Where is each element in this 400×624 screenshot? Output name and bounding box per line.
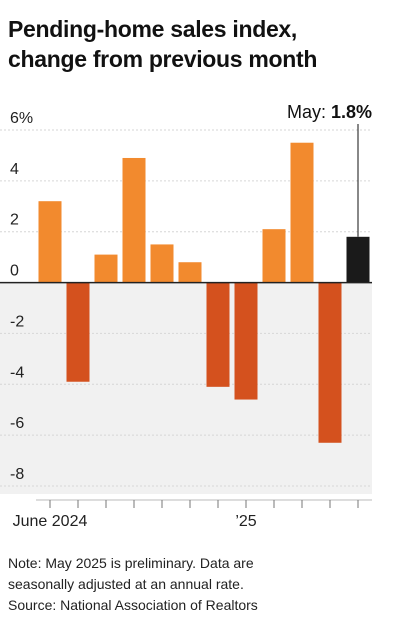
source-line: Source: National Association of Realtors — [8, 597, 258, 613]
bar-nov-2024 — [178, 262, 202, 283]
chart-title: Pending-home sales index, change from pr… — [8, 14, 388, 74]
title-line-2: change from previous month — [8, 46, 318, 72]
bar-sep-2024 — [122, 157, 146, 283]
bar-chart: 6% 4 2 0 -2 -4 -6 -8 June 2024 ’25 May: 1.8% — [0, 102, 372, 530]
note-line-2: seasonally adjusted at an annual rate. — [8, 576, 244, 592]
y-tick-label: -6 — [10, 415, 24, 432]
bar-jun-2024 — [38, 201, 62, 283]
y-tick-label: 6% — [10, 110, 33, 127]
annotation-prefix: May: — [287, 102, 331, 122]
bar-mar-2025 — [290, 142, 314, 283]
chart-note: Note: May 2025 is preliminary. Data are … — [8, 553, 392, 616]
bar-jan-2025 — [234, 282, 258, 400]
x-tick-label: June 2024 — [13, 513, 88, 530]
bar-aug-2024 — [94, 254, 118, 283]
bar-apr-2025 — [318, 282, 342, 443]
y-tick-label: -4 — [10, 364, 24, 381]
bar-oct-2024 — [150, 244, 174, 283]
negative-region-band — [0, 282, 372, 494]
bar-jul-2024 — [66, 282, 90, 382]
annotation-label: May: 1.8% — [287, 102, 372, 122]
bar-feb-2025 — [262, 229, 286, 283]
y-tick-label: 0 — [10, 263, 19, 280]
y-tick-label: 4 — [10, 161, 19, 178]
x-tick-label: ’25 — [235, 513, 256, 530]
y-tick-label: 2 — [10, 212, 19, 229]
note-line-1: Note: May 2025 is preliminary. Data are — [8, 555, 254, 571]
bar-may-2025 — [346, 236, 370, 283]
bar-dec-2024 — [206, 282, 230, 387]
annotation-value: 1.8% — [331, 102, 372, 122]
y-tick-label: -2 — [10, 313, 24, 330]
title-line-1: Pending-home sales index, — [8, 16, 298, 42]
y-tick-label: -8 — [10, 466, 24, 483]
